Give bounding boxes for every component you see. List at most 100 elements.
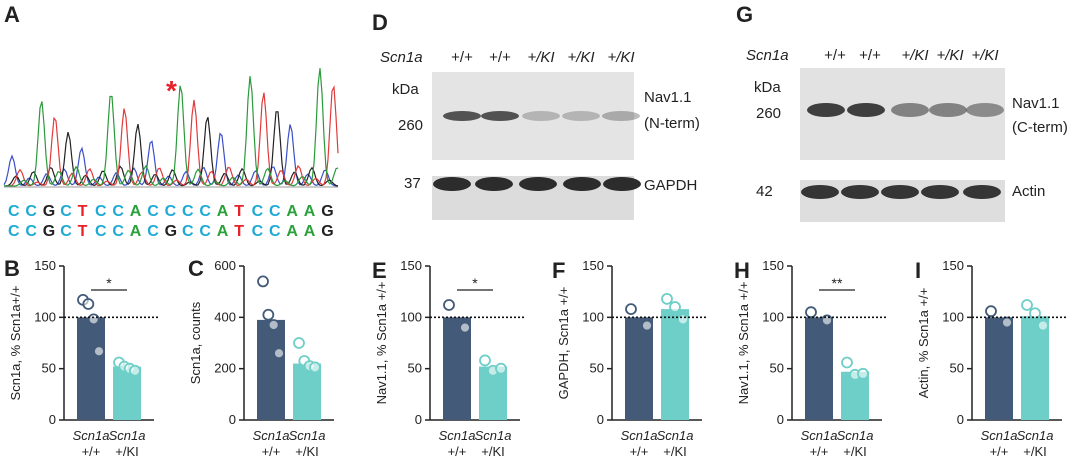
unit-label: kDa	[392, 81, 419, 98]
x-tick-label: Scn1a	[981, 428, 1018, 443]
significance: **	[832, 275, 843, 291]
x-tick-label: +/KI	[115, 444, 139, 459]
base: G	[321, 223, 333, 240]
base: C	[147, 203, 159, 220]
band	[801, 185, 839, 199]
y-tick-label: 0	[229, 412, 236, 427]
base: C	[147, 223, 159, 240]
base: A	[217, 223, 229, 240]
y-tick-label: 50	[408, 361, 422, 376]
band-label: Nav1.1	[1012, 95, 1060, 112]
bar	[985, 317, 1013, 420]
x-tick-label: +/KI	[1023, 444, 1047, 459]
x-tick-label: Scn1a	[657, 428, 694, 443]
band	[891, 103, 929, 117]
bar	[805, 317, 833, 420]
data-point	[641, 319, 653, 332]
panel-label: B	[4, 256, 20, 281]
band	[433, 177, 471, 191]
data-point	[805, 306, 817, 319]
x-tick-label: Scn1a	[1017, 428, 1054, 443]
band-label: Nav1.1	[644, 89, 692, 106]
base: G	[321, 203, 333, 220]
base: C	[252, 203, 264, 220]
x-tick-label: Scn1a	[439, 428, 476, 443]
base: C	[8, 223, 20, 240]
data-point	[1021, 299, 1033, 311]
base: C	[269, 223, 281, 240]
bar	[661, 309, 689, 420]
gene-label: Scn1a	[380, 49, 423, 66]
chromatogram	[3, 68, 339, 188]
base: A	[304, 223, 316, 240]
base: C	[269, 203, 281, 220]
y-axis-label: Scn1a, counts	[188, 301, 203, 384]
base: C	[8, 203, 20, 220]
lane-label: +/KI	[901, 47, 928, 64]
panel-label: H	[734, 258, 750, 283]
data-point	[841, 356, 853, 369]
x-tick-label: Scn1a	[253, 428, 290, 443]
panel-label: C	[188, 256, 204, 281]
band	[603, 177, 641, 191]
y-tick-label: 0	[777, 412, 784, 427]
x-tick-label: +/+	[630, 444, 649, 459]
x-tick-label: Scn1a	[73, 428, 110, 443]
data-point	[443, 299, 455, 311]
size-label: 42	[756, 183, 773, 200]
lane-label: +/+	[824, 47, 846, 64]
band	[847, 103, 885, 117]
y-tick-label: 600	[214, 258, 236, 273]
band	[881, 185, 919, 199]
data-point	[1001, 316, 1013, 329]
band	[807, 103, 845, 117]
y-axis-label: Nav1.1, % Scn1a +/+	[374, 282, 389, 405]
panel-label: A	[4, 2, 20, 27]
x-tick-label: +/+	[82, 444, 101, 459]
data-point	[677, 313, 689, 326]
x-tick-label: Scn1a	[837, 428, 874, 443]
y-tick-label: 0	[957, 412, 964, 427]
y-tick-label: 150	[582, 258, 604, 273]
y-tick-label: 100	[762, 309, 784, 324]
bar	[443, 317, 471, 420]
band-label: (C-term)	[1012, 119, 1068, 136]
data-point	[262, 308, 275, 321]
y-tick-label: 50	[770, 361, 784, 376]
base: C	[199, 223, 211, 240]
band	[562, 111, 600, 121]
data-point	[82, 298, 95, 310]
panel-label: I	[915, 258, 921, 283]
y-tick-label: 50	[42, 361, 56, 376]
lane-label: +/KI	[527, 49, 554, 66]
base: T	[234, 203, 244, 220]
base: A	[286, 223, 298, 240]
band	[963, 185, 1001, 199]
bar	[77, 317, 105, 420]
band	[921, 185, 959, 199]
x-tick-label: Scn1a	[109, 428, 146, 443]
y-axis-label: GAPDH, Scn1a +/+	[556, 287, 571, 400]
band	[563, 177, 601, 191]
lane-label: +/+	[451, 49, 473, 66]
base: G	[165, 223, 177, 240]
lane-label: +/KI	[607, 49, 634, 66]
band	[929, 103, 967, 117]
y-tick-label: 0	[597, 412, 604, 427]
base: G	[43, 203, 55, 220]
data-point	[1029, 307, 1041, 320]
y-tick-label: 100	[942, 309, 964, 324]
base: C	[252, 223, 264, 240]
band-label: GAPDH	[644, 177, 697, 194]
y-tick-label: 150	[762, 258, 784, 273]
unit-label: kDa	[754, 79, 781, 96]
y-tick-label: 150	[34, 258, 56, 273]
base: C	[199, 203, 211, 220]
trace	[3, 111, 339, 187]
y-tick-label: 100	[400, 309, 422, 324]
base: C	[182, 223, 194, 240]
band	[522, 111, 560, 121]
band-label: (N-term)	[644, 115, 700, 132]
base: C	[60, 203, 72, 220]
